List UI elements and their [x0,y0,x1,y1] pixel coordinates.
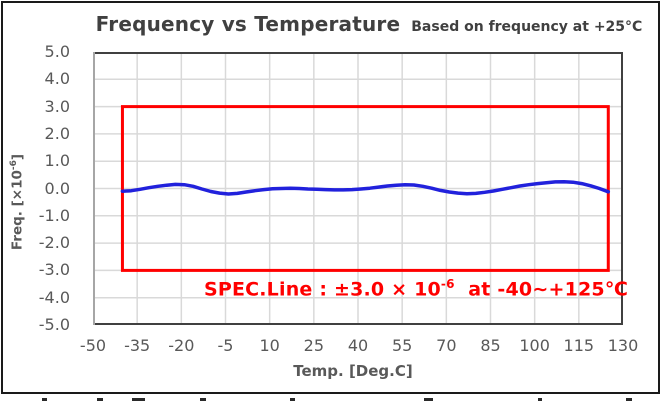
y-tick-label: 0.0 [44,178,70,198]
y-tick-label: -3.0 [38,260,70,280]
y-tick-label: 3.0 [44,96,70,116]
y-tick-label: 1.0 [44,151,70,171]
x-tick-label: 70 [436,336,457,355]
cutoff-artifact-mark [200,398,206,401]
x-tick-label: 25 [303,336,324,355]
cutoff-artifact-mark [538,398,542,401]
y-tick-label: -4.0 [38,287,70,307]
cutoff-artifact-mark [290,398,295,401]
y-tick-label: 2.0 [44,123,70,143]
chart-frame [1,1,660,394]
x-tick-label: -50 [79,336,107,355]
x-tick-label: 130 [607,336,639,355]
chart-title: Frequency vs Temperature [95,12,401,36]
y-tick-label: -2.0 [38,233,70,253]
y-tick-label: 4.0 [44,69,70,89]
x-tick-label: 10 [259,336,280,355]
x-tick-label: -20 [168,336,195,355]
x-axis-title: Temp. [Deg.C] [293,362,413,380]
spec-line-label: SPEC.Line : ±3.0 × 10-6 at -40∼+125℃ [203,277,629,301]
spec-label-superscript: -6 [440,277,455,291]
spec-limit-box [120,105,610,272]
cutoff-artifact-mark [424,398,433,401]
x-tick-label: 40 [347,336,369,355]
x-tick-label: 85 [480,336,501,355]
cutoff-artifact-mark [42,398,47,401]
y-tick-label: -5.0 [38,315,70,334]
x-tick-label: -5 [217,336,234,355]
x-tick-label: -35 [124,336,151,355]
cutoff-artifact-mark [97,398,103,401]
cutoff-artifact-mark [626,398,632,401]
y-tick-label: -1.0 [38,205,70,225]
series-line-frequency-deviation [120,179,611,196]
cutoff-artifact-mark [132,398,145,401]
chart-header: Frequency vs Temperature Based on freque… [95,12,643,38]
y-tick-label: 5.0 [44,42,70,61]
x-tick-label: 100 [519,336,550,355]
plot-area [93,52,623,325]
x-tick-label: 115 [563,336,595,355]
chart-subtitle: Based on frequency at +25°C [411,19,643,35]
x-tick-label: 55 [391,336,413,355]
